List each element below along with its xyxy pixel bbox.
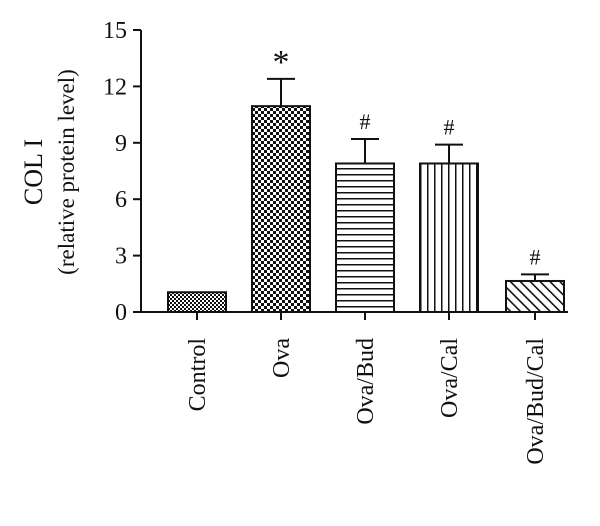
y-axis-label-line1: COL I [19,139,48,205]
significance-marker: # [360,109,371,134]
x-tick-label: Ova/Cal [437,338,463,418]
x-tick-labels: Control Ova Ova/Bud Ova/Cal Ova/Bud/Cal [185,338,549,465]
x-tick-label: Control [185,338,211,412]
y-axis-label: COL I (relative protein level) [19,69,79,275]
bar-control [167,291,227,314]
y-tick-label: 9 [115,131,127,157]
y-tick-label: 3 [115,244,127,270]
x-tick-label: Ova/Bud [353,338,379,425]
bar-ova-bud [335,162,395,313]
bars: * # # # [167,44,565,314]
bar-ova [251,105,311,313]
significance-marker: # [530,244,541,269]
y-tick-label: 0 [115,300,127,326]
y-tick-label: 6 [115,187,127,213]
significance-marker: # [444,115,455,140]
bar-ova-cal [419,162,479,313]
y-tick-label: 15 [103,18,127,44]
bar-ova-bud-cal [505,279,565,314]
x-tick-label: Ova [269,338,295,378]
significance-marker: * [273,44,290,81]
y-tick-label: 12 [103,74,127,100]
y-axis-label-line2: (relative protein level) [54,69,79,275]
x-tick-label: Ova/Bud/Cal [523,338,549,465]
